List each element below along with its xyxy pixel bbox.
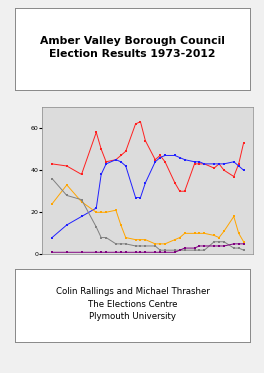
Text: Amber Valley Borough Council
Election Results 1973-2012: Amber Valley Borough Council Election Re… bbox=[40, 36, 225, 59]
Text: Colin Rallings and Michael Thrasher
The Elections Centre
Plymouth University: Colin Rallings and Michael Thrasher The … bbox=[56, 287, 209, 321]
